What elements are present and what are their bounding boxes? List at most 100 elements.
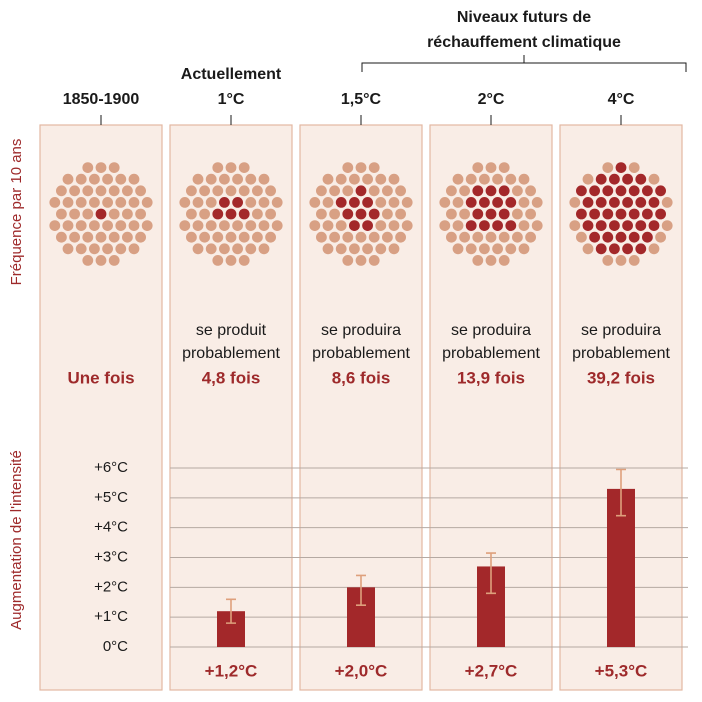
dot (492, 197, 503, 208)
dot (452, 173, 464, 185)
dot (199, 185, 211, 197)
dot (525, 208, 536, 220)
y-tick-label: +2°C (94, 578, 128, 595)
dot (62, 220, 74, 232)
dot (472, 185, 484, 197)
dot (465, 220, 477, 232)
dot (628, 208, 640, 220)
event-dots (49, 162, 153, 266)
title-line: réchauffement climatique (427, 34, 621, 51)
dot (108, 162, 120, 174)
dot (485, 231, 497, 243)
dot (622, 243, 633, 255)
dot (179, 220, 191, 232)
dot (225, 162, 237, 174)
dot (375, 220, 387, 232)
dot (192, 220, 204, 232)
y-tick-label: +4°C (94, 519, 128, 536)
dot (212, 255, 224, 266)
dot (492, 220, 503, 232)
dot (609, 197, 620, 208)
dot (368, 231, 380, 243)
dot (258, 243, 270, 255)
dot (252, 185, 263, 197)
dot (349, 197, 360, 208)
dot (368, 162, 380, 174)
column-label: 1,5°C (341, 91, 382, 108)
y-tick-label: 0°C (103, 638, 128, 655)
dot (635, 220, 647, 232)
dot (582, 220, 594, 232)
dot (141, 197, 153, 208)
dot (362, 220, 373, 232)
dot (628, 162, 640, 174)
dot (569, 220, 581, 232)
y-tick-label: +3°C (94, 548, 128, 565)
dot (498, 162, 510, 174)
dot (479, 173, 490, 185)
dot (135, 208, 147, 220)
dot (602, 185, 614, 197)
caption: se produira (581, 322, 661, 339)
dot (225, 185, 237, 197)
dot (388, 243, 400, 255)
dot (238, 208, 250, 220)
dot (316, 208, 327, 220)
dot (452, 220, 464, 232)
dot (582, 197, 594, 208)
dot (82, 162, 94, 174)
dot (595, 220, 607, 232)
dot (661, 197, 673, 208)
dot (69, 185, 80, 197)
dot (335, 173, 347, 185)
dot (141, 220, 153, 232)
dot (628, 255, 640, 266)
dot (505, 173, 517, 185)
dot (472, 255, 484, 266)
dot (342, 231, 354, 243)
column-label: 1850-1900 (63, 91, 140, 108)
dot (395, 231, 406, 243)
dot (89, 173, 100, 185)
dot (102, 197, 113, 208)
dot (49, 220, 61, 232)
dot (609, 243, 620, 255)
dot (322, 243, 334, 255)
dot (75, 197, 87, 208)
dot (122, 231, 133, 243)
note: Actuellement (181, 66, 282, 83)
dot (75, 243, 87, 255)
dot (355, 208, 367, 220)
dot (309, 197, 321, 208)
dot (485, 208, 497, 220)
dot (512, 185, 523, 197)
dot (465, 197, 477, 208)
dot (595, 173, 607, 185)
dot (349, 243, 360, 255)
dot (459, 208, 470, 220)
intensity-label: +5,3°C (595, 661, 648, 680)
frequency-label: 8,6 fois (332, 368, 391, 387)
dot (661, 220, 673, 232)
dot (355, 255, 367, 266)
dot (122, 208, 133, 220)
dot (375, 243, 387, 255)
dot (635, 197, 647, 208)
dot (615, 255, 627, 266)
caption: se produit (196, 322, 267, 339)
dot (375, 197, 387, 208)
dot (212, 231, 224, 243)
dot (622, 220, 633, 232)
frequency-label: 4,8 fois (202, 368, 261, 387)
dot (459, 185, 470, 197)
error-bar (226, 598, 236, 624)
dot (485, 185, 497, 197)
dot (95, 231, 107, 243)
dot (452, 243, 464, 255)
dot (89, 220, 100, 232)
column-label: 4°C (608, 91, 635, 108)
dot (595, 197, 607, 208)
dot (225, 255, 237, 266)
dot (602, 231, 614, 243)
dot (316, 185, 327, 197)
